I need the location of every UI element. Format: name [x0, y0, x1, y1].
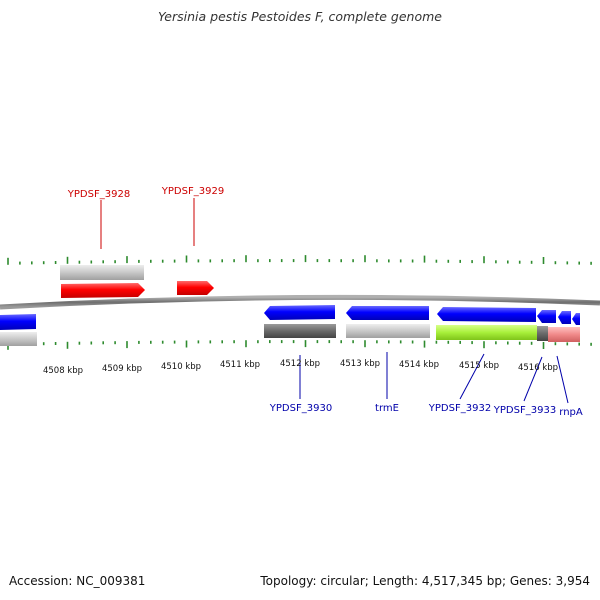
gene-label-trme[interactable]: trmE	[375, 403, 399, 414]
feature-bar-left-edge	[0, 332, 37, 346]
scale-label-4514: 4514 kbp	[399, 360, 439, 370]
scale-label-4508: 4508 kbp	[43, 366, 83, 376]
gene-arrow-ypdsf-3932[interactable]	[437, 307, 536, 322]
gene-label-ypdsf-3928[interactable]: YPDSF_3928	[67, 189, 130, 200]
accession-text: Accession: NC_009381	[9, 574, 146, 588]
scale-labels: 4508 kbp 4509 kbp 4510 kbp 4511 kbp 4512…	[43, 359, 558, 376]
feature-bar-ypdsf-3928	[60, 265, 144, 280]
gene-arrow-rnpa[interactable]	[558, 311, 571, 324]
map-title: Yersinia pestis Pestoides F, complete ge…	[158, 9, 442, 24]
feature-bar-ypdsf-3932	[436, 325, 537, 340]
gene-label-rnpa[interactable]: rnpA	[559, 407, 583, 418]
gene-label-ypdsf-3932[interactable]: YPDSF_3932	[428, 403, 491, 414]
genome-stats-text: Topology: circular; Length: 4,517,345 bp…	[260, 574, 590, 588]
scale-label-4513: 4513 kbp	[340, 359, 380, 369]
genome-backbone	[0, 294, 600, 310]
gene-arrow-ypdsf-3928[interactable]	[61, 283, 145, 298]
scale-label-4511: 4511 kbp	[220, 360, 260, 370]
gene-arrow-ypdsf-3930[interactable]	[264, 305, 335, 320]
gene-label-ypdsf-3930[interactable]: YPDSF_3930	[269, 403, 332, 414]
gene-arrow-trme[interactable]	[346, 306, 429, 320]
label-leaders	[100, 198, 569, 404]
upper-tick-row	[7, 255, 592, 265]
scale-label-4515: 4515 kbp	[459, 361, 499, 371]
gene-label-ypdsf-3933[interactable]: YPDSF_3933	[493, 405, 556, 416]
scale-label-4510: 4510 kbp	[161, 362, 201, 372]
gene-arrow-ypdsf-3929[interactable]	[177, 281, 214, 295]
feature-bar-rnpa	[548, 327, 580, 342]
feature-bar-ypdsf-3933	[537, 326, 548, 341]
gene-arrow-ypdsf-3933[interactable]	[537, 310, 556, 323]
gene-labels: YPDSF_3928 YPDSF_3929 YPDSF_3930 trmE YP…	[67, 186, 583, 418]
scale-label-4516: 4516 kbp	[518, 363, 558, 373]
feature-bar-ypdsf-3930	[264, 324, 336, 338]
scale-label-4512: 4512 kbp	[280, 359, 320, 369]
gene-label-ypdsf-3929[interactable]: YPDSF_3929	[161, 186, 224, 197]
lower-tick-row	[7, 340, 592, 350]
gene-arrow-right-edge[interactable]	[572, 313, 580, 325]
scale-label-4509: 4509 kbp	[102, 364, 142, 374]
feature-bar-trme	[346, 324, 430, 338]
gene-arrow-left-edge[interactable]	[0, 314, 36, 330]
